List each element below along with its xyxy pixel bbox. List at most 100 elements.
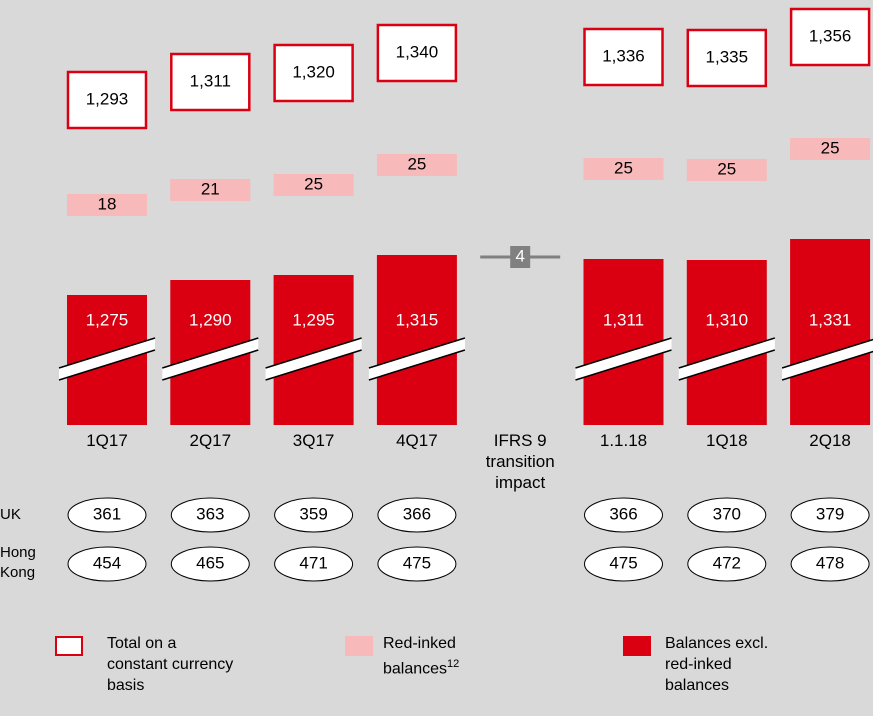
transition-label: 4 — [515, 246, 524, 265]
region-value: 475 — [609, 553, 637, 572]
bar-value-label: 1,310 — [706, 310, 749, 329]
region-label: UK — [0, 506, 21, 523]
region-ellipse — [274, 546, 354, 582]
axis-break-line — [368, 349, 466, 381]
region-ellipse — [687, 497, 767, 533]
legend-label: Balances excl. red-inked balances — [665, 633, 790, 696]
red-inked-label: 21 — [201, 179, 220, 198]
transition-box — [510, 246, 531, 268]
x-tick-label: 1Q18 — [706, 431, 748, 450]
bar — [686, 260, 767, 425]
legend-label: Total on a constant currency basis — [107, 633, 237, 696]
region-value: 475 — [403, 553, 431, 572]
region-value: 465 — [196, 553, 224, 572]
red-inked-label: 25 — [407, 154, 426, 173]
region-value: 472 — [713, 553, 741, 572]
x-tick-label: 2Q17 — [189, 431, 232, 450]
red-inked-box — [790, 138, 871, 160]
axis-break-line — [162, 337, 259, 369]
axis-break-line — [265, 337, 362, 369]
region-value: 379 — [816, 504, 844, 523]
region-label: Hong Kong — [0, 544, 36, 581]
legend-label: Red-inked balances12 — [383, 633, 478, 679]
x-tick-label: 1.1.18 — [599, 431, 648, 450]
x-tick-label: 4Q17 — [396, 431, 438, 450]
region-ellipse — [584, 497, 663, 533]
red-inked-box — [686, 159, 767, 181]
axis-break-line — [575, 337, 672, 369]
region-ellipse — [377, 546, 457, 582]
legend-text: Red-inked balances — [383, 635, 456, 678]
total-box — [583, 27, 664, 87]
red-inked-box — [583, 158, 664, 180]
x-tick-label: 1Q17 — [86, 431, 128, 450]
total-box — [789, 7, 871, 67]
red-inked-box — [170, 179, 251, 201]
total-label: 1,356 — [809, 26, 852, 45]
axis-break-line — [678, 337, 776, 369]
axis-break — [782, 339, 873, 380]
bar-value-label: 1,275 — [86, 310, 129, 329]
bar — [790, 239, 871, 425]
axis-break-line — [368, 337, 466, 369]
total-box — [686, 28, 768, 88]
axis-break — [59, 338, 155, 380]
total-box — [376, 23, 458, 83]
total-label: 1,340 — [396, 42, 439, 61]
total-label: 1,336 — [602, 46, 645, 65]
red-inked-box — [67, 194, 147, 216]
total-label: 1,311 — [190, 71, 231, 90]
region-value: 471 — [299, 553, 327, 572]
axis-break — [575, 338, 672, 380]
bar — [583, 259, 664, 425]
axis-break — [678, 338, 775, 380]
region-value: 361 — [93, 504, 121, 523]
region-value: 363 — [196, 504, 224, 523]
axis-break-line — [162, 349, 259, 381]
region-ellipse — [170, 546, 250, 582]
total-label: 1,335 — [706, 47, 749, 66]
region-value: 359 — [299, 504, 327, 523]
axis-break-line — [781, 338, 873, 369]
bar-value-label: 1,311 — [603, 310, 644, 329]
legend-swatch — [55, 636, 83, 656]
bar-value-label: 1,290 — [189, 310, 232, 329]
red-inked-label: 25 — [614, 158, 633, 177]
red-inked-box — [273, 174, 354, 196]
region-value: 370 — [713, 504, 741, 523]
legend-swatch — [345, 636, 373, 656]
region-ellipse — [790, 546, 870, 582]
bar-value-label: 1,331 — [809, 310, 852, 329]
red-inked-label: 18 — [98, 194, 117, 213]
red-inked-label: 25 — [717, 159, 736, 178]
x-tick-label: IFRS 9 transition impact — [485, 431, 555, 492]
region-value: 454 — [93, 553, 121, 572]
total-box — [273, 43, 354, 103]
region-value: 478 — [816, 553, 844, 572]
bar-value-label: 1,315 — [396, 310, 439, 329]
axis-break-line — [58, 349, 156, 381]
axis-break-line — [575, 349, 672, 381]
red-inked-box — [376, 154, 457, 176]
x-tick-label: 2Q18 — [809, 431, 851, 450]
region-ellipse — [67, 546, 147, 582]
region-ellipse — [67, 497, 147, 533]
total-box — [170, 52, 251, 112]
total-label: 1,293 — [86, 89, 129, 108]
legend-swatch — [623, 636, 651, 656]
axis-break — [368, 338, 465, 380]
red-inked-label: 25 — [304, 174, 323, 193]
region-ellipse — [790, 497, 870, 533]
total-label: 1,320 — [292, 62, 335, 81]
axis-break-line — [678, 349, 776, 381]
axis-break-line — [265, 349, 362, 381]
region-ellipse — [274, 497, 354, 533]
total-box — [66, 70, 148, 130]
x-tick-label: 3Q17 — [292, 431, 335, 450]
red-inked-label: 25 — [821, 138, 840, 157]
axis-break-line — [58, 337, 156, 369]
region-ellipse — [170, 497, 250, 533]
legend-text: Total on a constant currency basis — [107, 635, 234, 694]
